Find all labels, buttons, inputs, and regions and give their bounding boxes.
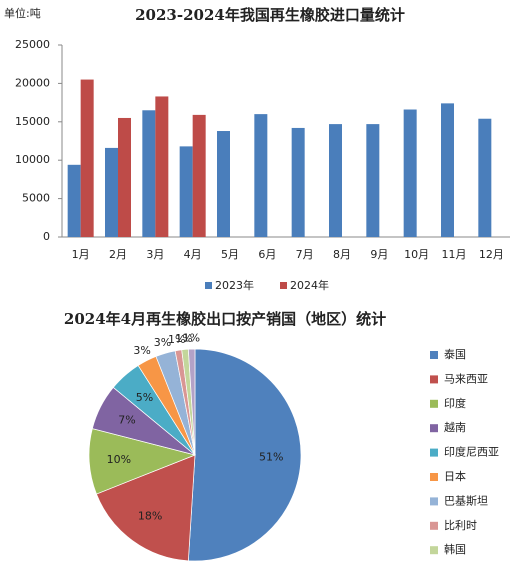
pie-title: 2024年4月再生橡胶出口按产销国（地区）统计 — [64, 310, 386, 328]
y-tick-label: 15000 — [15, 115, 50, 128]
legend-label: 印度尼西亚 — [444, 445, 499, 459]
bar — [179, 146, 193, 237]
bar — [217, 131, 230, 237]
bar — [155, 96, 169, 238]
y-tick-label: 20000 — [15, 76, 50, 89]
slice-label: 51% — [259, 450, 283, 463]
bar — [67, 164, 81, 237]
bar — [142, 110, 156, 237]
bar — [80, 79, 94, 237]
legend-swatch — [430, 448, 438, 457]
legend-label: 马来西亚 — [444, 372, 488, 385]
x-tick-label: 4月 — [184, 248, 202, 261]
legend-label: 巴基斯坦 — [444, 493, 488, 507]
x-tick-label: 5月 — [221, 248, 239, 261]
x-tick-label: 1月 — [72, 248, 90, 261]
x-tick-label: 11月 — [442, 248, 467, 261]
y-tick-label: 5000 — [22, 192, 50, 205]
legend-label: 越南 — [444, 420, 466, 434]
y-tick-label: 0 — [43, 230, 50, 243]
legend-swatch — [430, 546, 438, 555]
bar — [441, 103, 454, 237]
slice-label: 1% — [175, 332, 192, 345]
legend-swatch — [430, 521, 438, 530]
slice-label: 3% — [133, 344, 150, 357]
y-tick-label: 25000 — [15, 38, 50, 51]
legend-swatch — [280, 282, 287, 289]
bar — [366, 124, 380, 237]
legend-label: 2024年 — [290, 278, 329, 292]
unit-label: 单位:吨 — [4, 6, 41, 20]
bar — [105, 147, 118, 237]
x-tick-label: 2月 — [109, 248, 127, 261]
bar — [478, 118, 492, 237]
legend-swatch — [430, 473, 438, 481]
x-tick-label: 7月 — [296, 248, 314, 261]
y-tick-label: 10000 — [15, 153, 50, 166]
pie-slice — [187, 348, 302, 562]
bar — [329, 124, 342, 237]
slice-label: 1% — [168, 333, 185, 346]
bar — [254, 114, 268, 237]
legend-swatch — [430, 375, 438, 384]
bar-title: 2023-2024年我国再生橡胶进口量统计 — [135, 6, 405, 24]
legend-label: 韩国 — [444, 542, 466, 556]
legend-swatch — [430, 399, 438, 408]
legend-swatch — [430, 351, 438, 359]
legend-label: 比利时 — [444, 519, 477, 532]
x-tick-label: 6月 — [258, 248, 276, 261]
legend-label: 2023年 — [215, 278, 254, 292]
x-tick-label: 9月 — [370, 248, 388, 261]
bar — [118, 117, 131, 237]
slice-label: 10% — [107, 453, 131, 466]
slice-label: 18% — [138, 510, 162, 523]
legend-label: 泰国 — [444, 347, 466, 361]
slice-label: 7% — [118, 413, 135, 426]
bar — [403, 109, 417, 237]
slice-label: 1% — [183, 331, 200, 344]
legend-label: 印度 — [444, 396, 466, 410]
pie-slice — [187, 348, 196, 456]
x-tick-label: 3月 — [146, 248, 164, 261]
legend-swatch — [430, 497, 438, 506]
bar — [192, 114, 206, 237]
pie-slice — [95, 454, 196, 562]
legend-swatch — [430, 424, 438, 433]
slice-label: 5% — [136, 391, 153, 404]
legend-swatch — [205, 282, 212, 289]
legend-label: 日本 — [444, 469, 466, 483]
bar — [291, 127, 305, 237]
x-tick-label: 8月 — [333, 248, 351, 261]
slice-label: 3% — [154, 336, 171, 349]
x-tick-label: 12月 — [479, 248, 504, 261]
x-tick-label: 10月 — [404, 248, 429, 261]
